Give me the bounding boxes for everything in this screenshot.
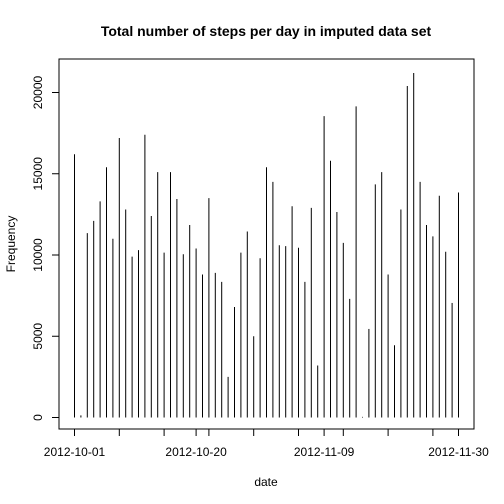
y-tick-label: 10000 (31, 238, 45, 272)
y-tick-label: 15000 (31, 157, 45, 191)
x-axis: 2012-10-01 2012-10-20 2012-11-09 2012-11-30 (44, 428, 489, 459)
y-tick-label: 0 (31, 414, 45, 421)
x-tick-label: 2012-11-09 (294, 445, 355, 459)
x-tick-label: 2012-10-20 (165, 445, 227, 459)
y-axis-label: Frequency (4, 216, 18, 273)
x-axis-label: date (254, 475, 278, 489)
y-tick-label: 5000 (31, 323, 45, 350)
chart-title: Total number of steps per day in imputed… (101, 23, 432, 39)
y-tick-label: 20000 (31, 75, 45, 109)
y-axis: 0 5000 10000 15000 20000 (31, 75, 60, 421)
x-tick-label: 2012-11-30 (428, 445, 489, 459)
x-tick-label: 2012-10-01 (44, 445, 106, 459)
bars-group (74, 73, 459, 418)
